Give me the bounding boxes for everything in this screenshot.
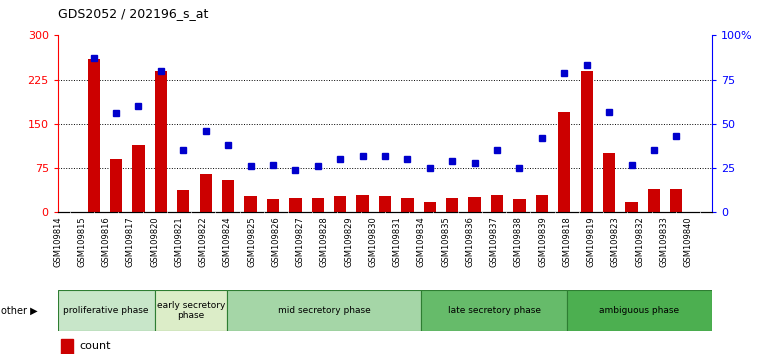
FancyBboxPatch shape bbox=[567, 290, 712, 331]
Bar bbox=[61, 339, 73, 354]
Bar bbox=[132, 144, 145, 212]
Text: GDS2052 / 202196_s_at: GDS2052 / 202196_s_at bbox=[58, 7, 208, 20]
Text: GSM109837: GSM109837 bbox=[490, 216, 499, 267]
Bar bbox=[199, 174, 212, 212]
Bar bbox=[536, 195, 548, 212]
Text: GSM109818: GSM109818 bbox=[562, 216, 571, 267]
Text: GSM109829: GSM109829 bbox=[344, 216, 353, 267]
Bar bbox=[581, 71, 593, 212]
Text: GSM109814: GSM109814 bbox=[53, 216, 62, 267]
Bar bbox=[401, 198, 413, 212]
Bar bbox=[603, 153, 615, 212]
Text: GSM109832: GSM109832 bbox=[635, 216, 644, 267]
Bar bbox=[625, 202, 638, 212]
Text: GSM109833: GSM109833 bbox=[659, 216, 668, 267]
Text: GSM109819: GSM109819 bbox=[587, 216, 595, 267]
Bar bbox=[222, 180, 234, 212]
Bar bbox=[648, 189, 660, 212]
FancyBboxPatch shape bbox=[421, 290, 567, 331]
Text: late secretory phase: late secretory phase bbox=[447, 306, 541, 315]
Bar bbox=[424, 202, 436, 212]
Text: early secretory
phase: early secretory phase bbox=[157, 301, 226, 320]
Text: GSM109820: GSM109820 bbox=[150, 216, 159, 267]
Text: GSM109822: GSM109822 bbox=[199, 216, 208, 267]
Text: count: count bbox=[79, 341, 111, 352]
Text: GSM109839: GSM109839 bbox=[538, 216, 547, 267]
Bar bbox=[110, 159, 122, 212]
FancyBboxPatch shape bbox=[155, 290, 227, 331]
Text: GSM109836: GSM109836 bbox=[465, 216, 474, 267]
Text: GSM109840: GSM109840 bbox=[684, 216, 692, 267]
Bar bbox=[491, 195, 504, 212]
Bar bbox=[88, 59, 100, 212]
Text: GSM109827: GSM109827 bbox=[296, 216, 305, 267]
Bar bbox=[155, 71, 167, 212]
Text: GSM109838: GSM109838 bbox=[514, 216, 523, 267]
Bar bbox=[334, 196, 346, 212]
Text: GSM109835: GSM109835 bbox=[441, 216, 450, 267]
Bar bbox=[514, 199, 526, 212]
Text: GSM109826: GSM109826 bbox=[271, 216, 280, 267]
Text: GSM109815: GSM109815 bbox=[78, 216, 86, 267]
Bar bbox=[266, 199, 279, 212]
FancyBboxPatch shape bbox=[58, 290, 155, 331]
Bar bbox=[290, 198, 302, 212]
Text: GSM109830: GSM109830 bbox=[368, 216, 377, 267]
Text: GSM109831: GSM109831 bbox=[393, 216, 402, 267]
Bar bbox=[446, 198, 458, 212]
Text: GSM109821: GSM109821 bbox=[175, 216, 183, 267]
Bar bbox=[558, 112, 571, 212]
Text: proliferative phase: proliferative phase bbox=[63, 306, 149, 315]
Text: GSM109828: GSM109828 bbox=[320, 216, 329, 267]
Text: GSM109817: GSM109817 bbox=[126, 216, 135, 267]
Text: GSM109824: GSM109824 bbox=[223, 216, 232, 267]
Text: mid secretory phase: mid secretory phase bbox=[278, 306, 371, 315]
Text: other ▶: other ▶ bbox=[1, 306, 38, 316]
Text: ambiguous phase: ambiguous phase bbox=[600, 306, 680, 315]
Text: GSM109816: GSM109816 bbox=[102, 216, 111, 267]
FancyBboxPatch shape bbox=[227, 290, 421, 331]
Text: GSM109825: GSM109825 bbox=[247, 216, 256, 267]
Bar bbox=[379, 196, 391, 212]
Text: GSM109823: GSM109823 bbox=[611, 216, 620, 267]
Bar bbox=[468, 197, 480, 212]
Bar bbox=[177, 190, 189, 212]
Bar bbox=[670, 189, 682, 212]
Text: GSM109834: GSM109834 bbox=[417, 216, 426, 267]
Bar bbox=[244, 196, 256, 212]
Bar bbox=[357, 195, 369, 212]
Bar bbox=[312, 198, 324, 212]
